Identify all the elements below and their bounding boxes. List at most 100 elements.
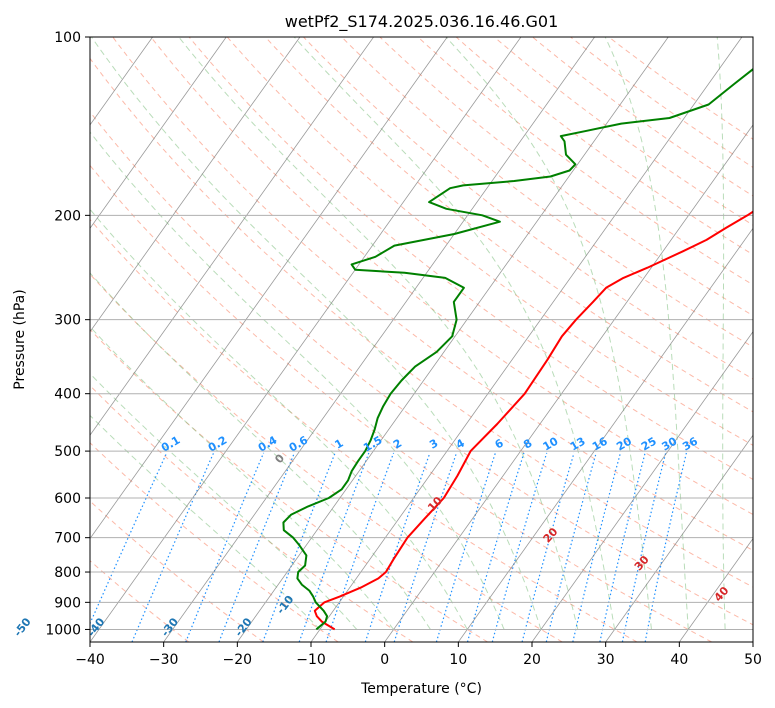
dry-adiabat-line [112, 37, 753, 551]
mixing-ratio-line [393, 452, 458, 642]
y-tick-label: 900 [54, 595, 81, 611]
mixing-ratio-line [435, 452, 496, 642]
mixing-ratio-line [521, 452, 575, 642]
x-axis-title: Temperature (°C) [360, 681, 482, 697]
x-tick-label: 30 [597, 652, 615, 668]
mixing-ratio-line [90, 452, 168, 625]
dry-adiabat-line [90, 384, 414, 642]
dry-adiabat-label: -40 [85, 615, 108, 639]
x-tick-label: 0 [380, 652, 389, 668]
dewpoint-line [282, 67, 753, 631]
moist-adiabat-line [716, 37, 726, 630]
dry-adiabat-line [188, 37, 753, 480]
mixing-ratio-line [325, 452, 395, 642]
isotherm-line [90, 37, 227, 230]
y-tick-label: 500 [54, 444, 81, 460]
moist-adiabat-line [90, 131, 505, 630]
y-tick-label: 600 [54, 491, 81, 507]
dry-adiabat-label: -50 [11, 615, 34, 639]
mixing-ratio-line [262, 452, 336, 642]
dry-adiabat-line [493, 37, 753, 226]
mixing-ratio-line [644, 452, 687, 642]
isotherm-line [458, 227, 753, 642]
dry-adiabat-line [265, 37, 753, 413]
y-tick-label: 800 [54, 565, 81, 581]
dry-adiabat-label: -20 [232, 615, 255, 639]
x-tick-label: 10 [449, 652, 467, 668]
dry-adiabat-line [226, 37, 753, 446]
dry-adiabat-line [532, 37, 753, 197]
dry-adiabat-label: -10 [274, 593, 297, 617]
x-tick-label: −30 [149, 652, 179, 668]
mixing-ratio-line [364, 452, 431, 642]
isotherm-line [163, 37, 595, 642]
y-axis-title: Pressure (hPa) [12, 289, 28, 389]
moist-adiabat-line [90, 414, 321, 630]
dry-adiabat-line [303, 37, 753, 380]
x-tick-label: 50 [744, 652, 762, 668]
x-tick-label: 20 [523, 652, 541, 668]
mixing-ratio-label: 6 [493, 436, 506, 451]
moist-adiabat-line [90, 208, 468, 630]
y-tick-label: 200 [54, 208, 81, 224]
mixing-ratio-line [466, 452, 525, 642]
mixing-ratio-label: 3 [427, 437, 440, 452]
moist-adiabat-label: 20 [541, 525, 561, 545]
y-tick-label: 1000 [45, 622, 81, 638]
dry-adiabat-line [90, 111, 753, 626]
isotherm-line [531, 331, 753, 642]
dry-adiabat-line [608, 37, 753, 140]
mixing-ratio-line [545, 452, 597, 642]
isotherm-line [90, 37, 522, 642]
x-tick-label: −20 [223, 652, 253, 668]
dry-adiabat-line [90, 442, 339, 642]
mixing-ratio-line [298, 452, 370, 642]
dry-adiabat-line [90, 218, 638, 642]
dry-adiabat-line [90, 328, 488, 642]
moist-adiabat-line [445, 37, 652, 630]
mixing-ratio-line [621, 452, 667, 642]
mixing-ratio-label: 8 [521, 437, 534, 452]
moist-adiabat-line [178, 37, 579, 630]
moist-adiabat-label: 10 [425, 494, 445, 514]
dry-adiabat-line [341, 37, 753, 348]
isotherm-line [237, 37, 669, 642]
isotherm-line [90, 37, 301, 333]
x-axis: −40 −30 −20 −10 0 10 20 30 40 50 [75, 642, 762, 668]
isotherm-line [310, 37, 743, 642]
isotherm-line [90, 37, 374, 436]
moist-adiabat-label: 40 [712, 584, 732, 604]
mixing-ratio-label: 1 [332, 437, 345, 452]
temperature-line [313, 210, 753, 631]
moist-adiabat-label: 30 [632, 553, 652, 573]
moist-adiabat-line [91, 37, 542, 630]
isotherm-line [605, 434, 753, 642]
mixing-ratio-line [572, 452, 621, 642]
dry-adiabat-line [90, 500, 264, 642]
isotherm-line [679, 537, 753, 642]
chart-title: wetPf2_S174.2025.036.16.46.G01 [285, 12, 559, 32]
mixing-ratio-label: 4 [454, 436, 467, 451]
mixing-ratio-line [491, 452, 548, 642]
dry-adiabat-line [90, 560, 190, 642]
mixing-ratio-line [131, 452, 215, 642]
moist-adiabat-line [90, 272, 431, 630]
dry-adiabat-line [150, 37, 753, 516]
plot-frame [89, 36, 754, 643]
moist-adiabat-line [90, 372, 358, 630]
isotherm-line [384, 124, 753, 642]
dry-adiabat-line [90, 164, 712, 642]
dry-adiabat-line [90, 273, 563, 642]
dry-adiabat-line [455, 37, 753, 256]
dry-adiabat-line [90, 57, 753, 588]
isotherm-line [752, 641, 753, 642]
x-tick-label: 40 [670, 652, 688, 668]
dry-adiabat-line [379, 37, 753, 317]
dry-adiabat-line [570, 37, 753, 168]
x-tick-label: −10 [296, 652, 326, 668]
y-tick-label: 300 [54, 313, 81, 329]
dry-adiabat-line [417, 37, 753, 286]
isotherm-line [0, 37, 5, 642]
